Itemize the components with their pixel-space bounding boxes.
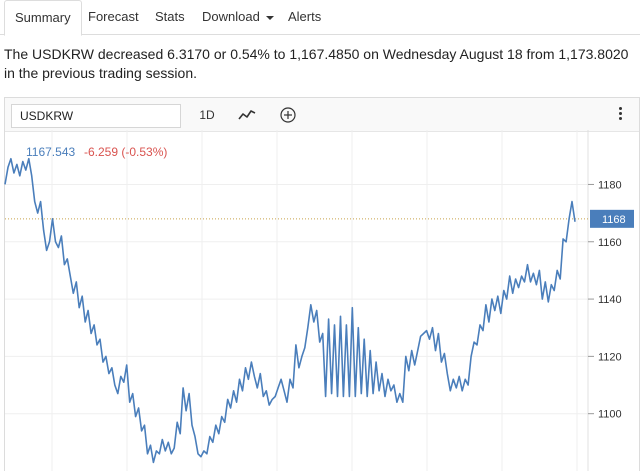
- current-price-label: 1168: [602, 214, 626, 226]
- tab-bar: Summary Forecast Stats Download Alerts: [0, 0, 640, 36]
- tab-download[interactable]: Download: [202, 0, 274, 35]
- chevron-down-icon: [265, 15, 274, 20]
- y-tick-label: 1180: [598, 179, 622, 191]
- plus-circle-icon[interactable]: [275, 103, 301, 127]
- period-button[interactable]: 1D: [199, 108, 215, 122]
- current-price-label-bg: [590, 209, 634, 228]
- y-tick-label: 1100: [598, 409, 622, 421]
- y-tick-label: 1120: [598, 351, 622, 363]
- y-tick-label: 1140: [598, 294, 622, 306]
- symbol-input[interactable]: USDKRW: [11, 104, 181, 128]
- tab-forecast-label: Forecast: [88, 9, 139, 24]
- chart-toolbar: USDKRW 1D: [5, 98, 639, 132]
- quote-change: -6.259 (-0.53%): [84, 145, 168, 159]
- tab-download-label: Download: [202, 9, 260, 24]
- summary-text: The USDKRW decreased 6.3170 or 0.54% to …: [4, 46, 629, 81]
- tab-stats[interactable]: Stats: [155, 0, 185, 35]
- tab-forecast[interactable]: Forecast: [88, 0, 139, 35]
- tab-summary[interactable]: Summary: [4, 0, 82, 36]
- tab-stats-label: Stats: [155, 9, 185, 24]
- quote-price: 1167.543: [26, 145, 76, 159]
- tab-alerts-label: Alerts: [288, 9, 322, 24]
- more-vertical-icon[interactable]: [619, 107, 623, 123]
- y-axis: 1100 1120 1140 1160 1180: [587, 130, 622, 471]
- tab-summary-label: Summary: [15, 10, 71, 25]
- chart-panel: USDKRW 1D: [4, 97, 640, 471]
- tab-alerts[interactable]: Alerts: [288, 0, 321, 35]
- current-price-marker: 1168: [5, 209, 634, 228]
- price-chart: 1100 1120 1140 1160 1180 1168: [4, 130, 634, 471]
- line-chart-icon[interactable]: [233, 103, 261, 127]
- y-tick-label: 1160: [598, 237, 622, 249]
- chart-grid: [5, 130, 588, 471]
- series-line: [4, 157, 576, 464]
